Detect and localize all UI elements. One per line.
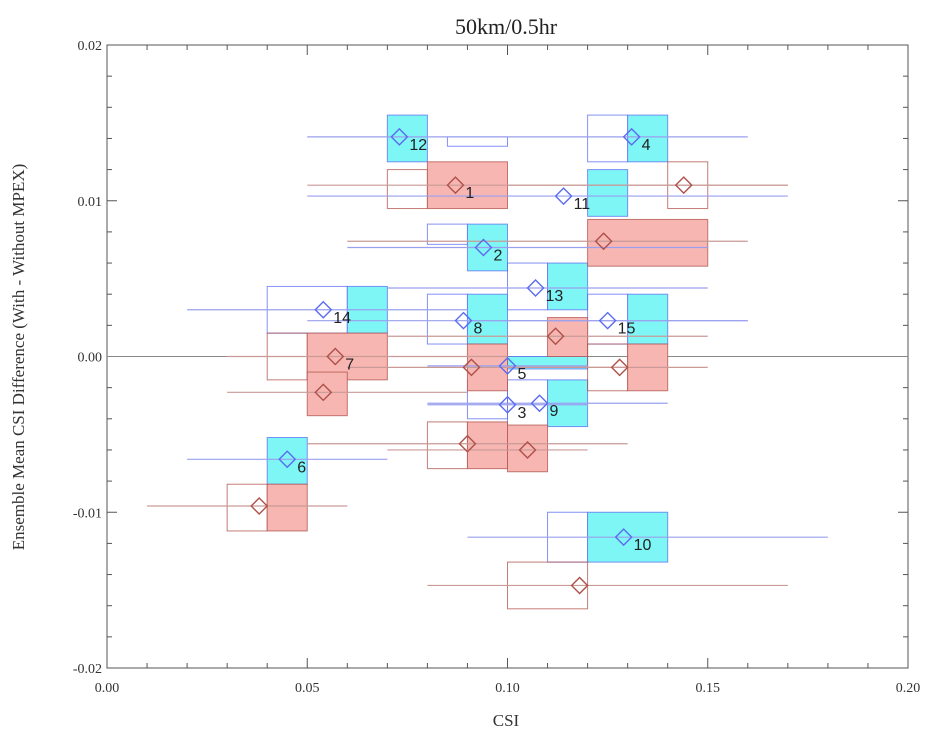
data-point — [462, 358, 481, 377]
data-point — [530, 394, 549, 413]
y-tick-label: 0.00 — [78, 351, 103, 366]
data-point — [518, 440, 537, 459]
data-point — [526, 278, 545, 297]
data-point — [446, 176, 465, 195]
y-tick-label: -0.01 — [73, 506, 102, 521]
ci-box — [386, 169, 428, 210]
x-tick-label: 0.10 — [495, 681, 520, 696]
point-label: 10 — [634, 537, 652, 554]
ci-box — [587, 218, 709, 267]
point-label: 2 — [493, 247, 502, 264]
data-point — [458, 434, 477, 453]
point-label: 4 — [642, 137, 651, 154]
data-point — [390, 127, 409, 146]
data-point — [278, 450, 297, 469]
data-point — [498, 356, 517, 375]
point-label: 14 — [333, 310, 351, 327]
ci-box — [386, 114, 428, 163]
y-tick-label: 0.02 — [78, 39, 103, 54]
ci-box — [627, 114, 669, 163]
x-axis-label: CSI — [493, 711, 520, 730]
ci-box — [266, 483, 308, 532]
point-label: 7 — [345, 357, 354, 374]
data-point — [610, 358, 629, 377]
ci-box — [587, 169, 629, 217]
ci-box — [547, 262, 589, 311]
ci-box — [266, 436, 308, 485]
y-axis-label: Ensemble Mean CSI Difference (With - Wit… — [9, 164, 28, 551]
point-label: 11 — [574, 196, 591, 213]
point-label: 5 — [518, 366, 527, 383]
ci-box — [306, 371, 348, 417]
plot-area: 0.00 0.05 0.10 0.15 0.20 -0.02 -0.01 0.00 0.01 0.… — [73, 39, 920, 696]
y-tick-label: 0.01 — [78, 195, 103, 210]
ci-box — [226, 483, 268, 532]
x-tick-label: 0.20 — [896, 681, 921, 696]
ci-box — [547, 317, 589, 357]
point-label: 1 — [465, 185, 474, 202]
data-point — [594, 232, 613, 251]
data-point — [314, 300, 333, 319]
data-point — [314, 383, 333, 402]
point-label: 12 — [409, 137, 427, 154]
ci-box — [587, 114, 629, 163]
point-label: 9 — [550, 403, 559, 420]
point-label: 15 — [618, 321, 636, 338]
data-point — [474, 238, 493, 257]
data-point — [570, 576, 589, 595]
data-point — [454, 311, 473, 330]
data-point — [498, 395, 517, 414]
ci-box — [446, 136, 508, 147]
data-point — [554, 187, 573, 206]
data-point — [326, 347, 345, 366]
data-point — [598, 311, 617, 330]
point-label: 3 — [518, 405, 527, 422]
data-point — [614, 528, 633, 547]
data-point — [622, 127, 641, 146]
data-point — [674, 176, 693, 195]
point-label: 8 — [473, 321, 482, 338]
y-tick-label: -0.02 — [73, 662, 102, 677]
point-label: 6 — [297, 459, 306, 476]
data-point — [546, 327, 565, 346]
chart-title: 50km/0.5hr — [455, 14, 558, 39]
point-label: 13 — [546, 288, 564, 305]
data-point — [250, 497, 269, 516]
x-tick-label: 0.15 — [696, 681, 721, 696]
x-tick-label: 0.00 — [95, 681, 120, 696]
x-tick-label: 0.05 — [295, 681, 320, 696]
ci-box — [507, 424, 549, 473]
